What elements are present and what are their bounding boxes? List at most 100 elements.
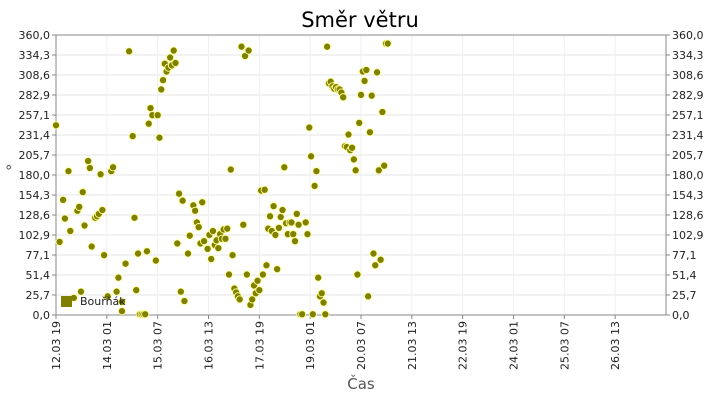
y-tick-label: 205,7	[19, 149, 51, 162]
y-tick-label: 231,4	[19, 129, 51, 142]
y-tick-label: 0,0	[33, 309, 51, 322]
data-point	[365, 128, 374, 137]
data-point	[208, 226, 218, 236]
data-point	[307, 152, 316, 161]
data-point	[64, 167, 73, 176]
x-tick-label: 21.03 13	[406, 321, 419, 370]
data-point	[207, 254, 216, 264]
data-point	[349, 155, 358, 164]
data-point	[214, 244, 223, 253]
data-point	[298, 310, 307, 319]
legend-swatch	[61, 296, 72, 307]
data-point	[360, 76, 369, 85]
plot-frame	[55, 34, 667, 316]
x-tick-label: 24.03 01	[508, 321, 521, 370]
y-tick-label: 308,6	[19, 69, 51, 82]
data-point	[380, 161, 389, 170]
data-point	[274, 223, 284, 232]
data-point	[80, 221, 89, 230]
data-point	[84, 156, 93, 166]
data-point	[128, 132, 137, 141]
data-point	[175, 189, 184, 198]
data-point	[319, 298, 328, 307]
data-point	[376, 255, 385, 264]
data-point	[305, 123, 314, 132]
data-point	[169, 46, 178, 55]
x-axis: 12.03 19 14.03 01 15.03 07 16.03 13 17.03 19…	[50, 315, 622, 370]
data-point	[76, 287, 86, 296]
data-point	[114, 273, 123, 282]
y-tick-label: 128,6	[672, 209, 704, 222]
legend: Bouřňák	[61, 295, 126, 308]
data-point	[153, 111, 162, 120]
data-point	[294, 220, 303, 229]
data-point	[371, 261, 380, 270]
data-point	[133, 249, 143, 258]
data-point	[301, 218, 310, 227]
y-tick-label: 282,9	[19, 89, 51, 102]
data-point	[244, 46, 253, 55]
data-point	[303, 230, 312, 239]
data-point	[237, 42, 246, 51]
data-point	[78, 188, 87, 197]
data-point	[151, 256, 160, 265]
data-point	[321, 310, 330, 319]
data-point	[255, 286, 264, 295]
data-point	[66, 226, 75, 236]
x-axis-label: Čas	[347, 374, 375, 393]
data-point	[180, 296, 189, 306]
y-axis-left: 0,0 25,7 51,4 77,1 102,9 128,6 154,3 180,0 205,7…	[19, 29, 56, 322]
data-point	[260, 185, 269, 194]
data-point	[221, 234, 230, 243]
data-point	[292, 209, 301, 218]
y-tick-label: 334,3	[672, 49, 704, 62]
data-point	[183, 249, 193, 258]
y-tick-label: 25,7	[672, 289, 697, 302]
x-tick-label: 22.03 19	[457, 321, 470, 370]
y-tick-label: 25,7	[26, 289, 51, 302]
y-tick-label: 51,4	[26, 269, 51, 282]
y-tick-label: 231,4	[672, 129, 704, 142]
y-tick-label: 102,9	[672, 229, 704, 242]
data-point	[125, 47, 134, 56]
data-point	[191, 206, 200, 215]
y-tick-label: 360,0	[672, 29, 704, 42]
data-point	[141, 310, 150, 319]
data-point	[112, 287, 121, 296]
data-point	[262, 261, 271, 270]
y-tick-label: 77,1	[672, 249, 697, 262]
data-point	[185, 231, 194, 240]
data-point	[308, 310, 317, 319]
y-tick-label: 154,3	[19, 189, 51, 202]
y-tick-label: 128,6	[19, 209, 51, 222]
y-tick-label: 77,1	[26, 249, 51, 262]
data-point	[355, 118, 364, 127]
x-tick-label: 17.03 19	[253, 321, 266, 370]
x-tick-label: 16.03 13	[203, 321, 216, 370]
data-point	[75, 202, 84, 211]
data-point	[317, 289, 326, 298]
data-point	[85, 163, 94, 173]
data-point	[235, 295, 244, 304]
y-tick-label: 334,3	[19, 49, 51, 62]
data-point	[226, 165, 235, 174]
data-point	[239, 220, 248, 229]
x-tick-label: 15.03 07	[152, 321, 165, 370]
data-point	[51, 121, 61, 130]
data-point	[228, 251, 237, 260]
y-tick-label: 102,9	[19, 229, 51, 242]
data-point	[290, 237, 300, 246]
y-tick-label: 51,4	[672, 269, 697, 282]
data-point	[117, 307, 127, 316]
data-point	[271, 230, 280, 239]
data-point	[280, 163, 289, 172]
data-point	[351, 166, 360, 175]
y-axis-right: 0,0 25,7 51,4 77,1 102,9 128,6 154,3 180,0 205,7…	[666, 29, 704, 322]
data-point	[344, 130, 353, 139]
chart-title: Směr větru	[301, 8, 419, 32]
legend-label: Bouřňák	[80, 295, 126, 308]
data-point	[117, 297, 127, 306]
y-tick-label: 0,0	[672, 309, 690, 322]
data-point	[253, 276, 262, 285]
